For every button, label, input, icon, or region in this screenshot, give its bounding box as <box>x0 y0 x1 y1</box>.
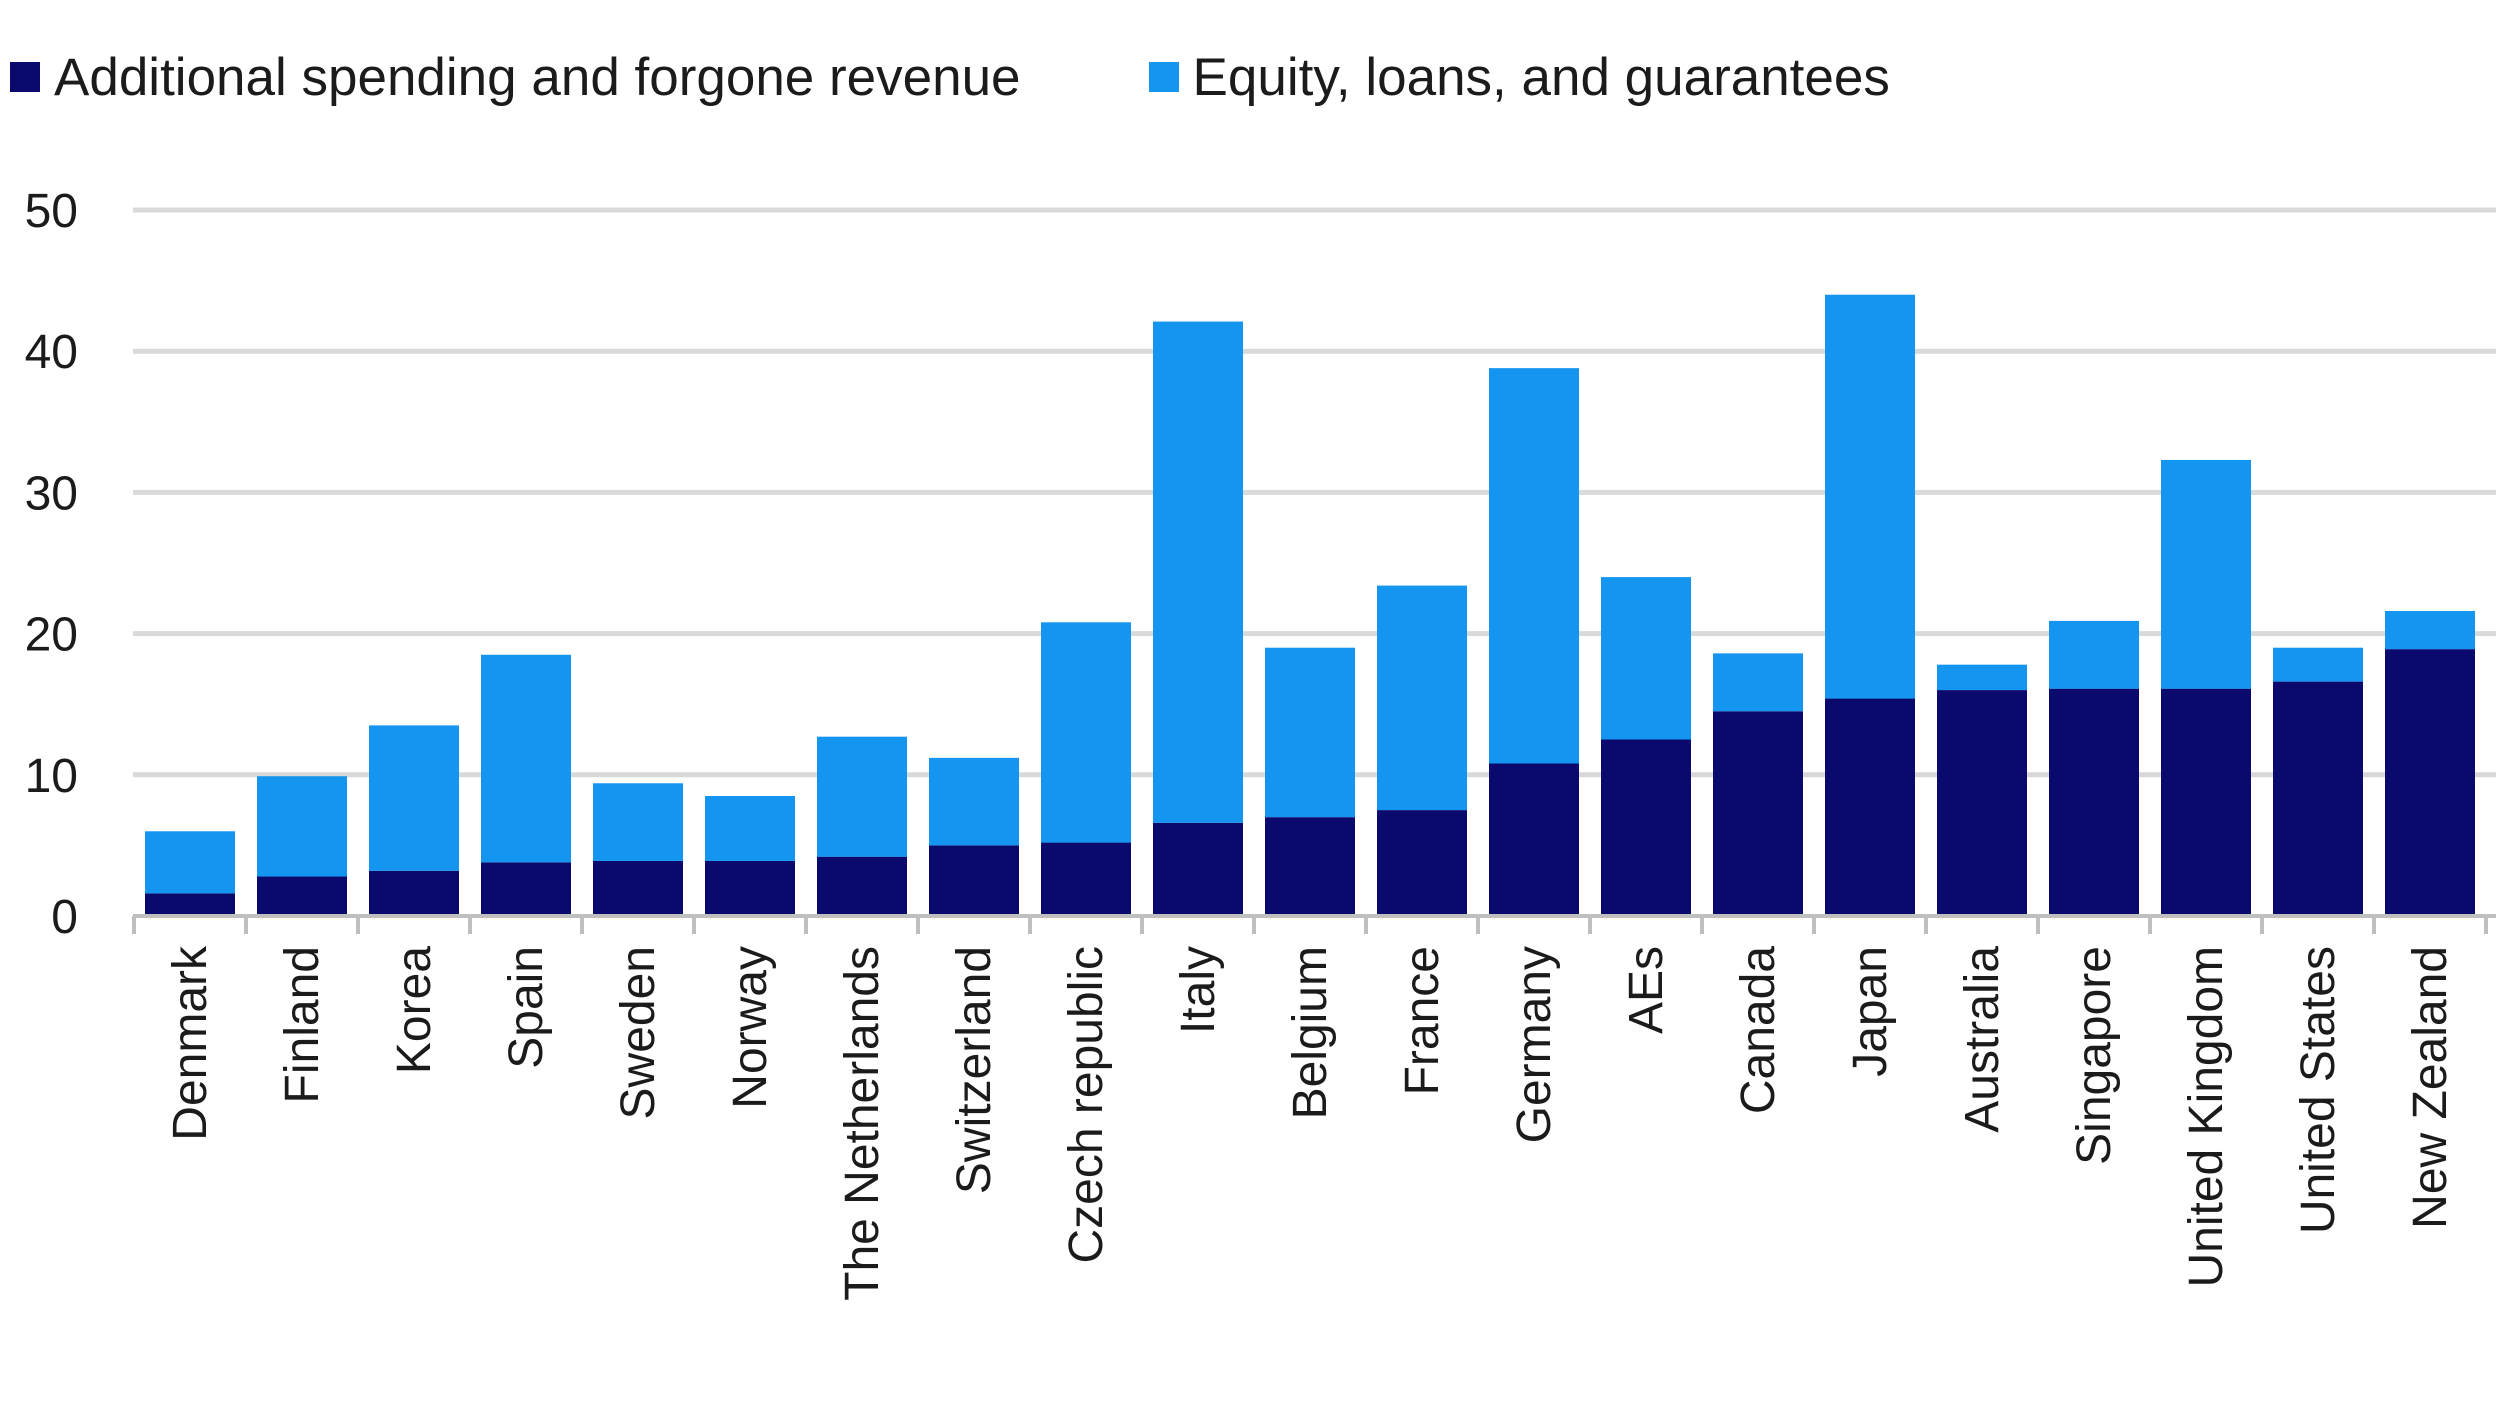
bar-spending-16 <box>1937 690 2027 916</box>
bar-equity-12 <box>1489 368 1579 764</box>
x-tick-label-13: AEs <box>1620 946 1673 1034</box>
bar-equity-16 <box>1937 664 2027 691</box>
bar-spending-3 <box>481 862 571 916</box>
legend-label-spending: Additional spending and forgone revenue <box>54 47 1021 107</box>
bar-spending-14 <box>1713 711 1803 916</box>
bar-equity-4 <box>593 783 683 861</box>
bar-spending-0 <box>145 893 235 916</box>
y-tick-label-0: 0 <box>51 891 78 944</box>
x-tick-label-9: Italy <box>1172 946 1225 1034</box>
bar-equity-13 <box>1601 577 1691 740</box>
bar-equity-0 <box>145 831 235 894</box>
x-axis-labels: Denmark Finland Korea Spain Sweden Norway The … <box>164 945 2457 1301</box>
bar-equity-6 <box>817 736 907 857</box>
legend-item-equity: Equity, loans, and guarantees <box>1148 47 1890 107</box>
bar-equity-8 <box>1041 622 1131 843</box>
bar-equity-14 <box>1713 653 1803 712</box>
x-tick-label-18: United Kingdom <box>2180 946 2233 1288</box>
bar-spending-10 <box>1265 817 1355 916</box>
bar-spending-6 <box>817 856 907 916</box>
bar-spending-2 <box>369 870 459 916</box>
bar-spending-1 <box>257 876 347 916</box>
bar-spending-8 <box>1041 842 1131 916</box>
bar-equity-2 <box>369 725 459 871</box>
bar-spending-13 <box>1601 739 1691 916</box>
bar-equity-20 <box>2385 611 2475 650</box>
y-tick-label-40: 40 <box>25 326 78 379</box>
bar-spending-20 <box>2385 649 2475 916</box>
bar-spending-17 <box>2049 688 2139 916</box>
x-tick-label-0: Denmark <box>164 945 217 1141</box>
x-tick-label-10: Belgium <box>1284 946 1337 1119</box>
x-tick-label-19: United States <box>2292 946 2345 1234</box>
bars <box>145 294 2475 916</box>
bar-equity-3 <box>481 654 571 863</box>
bar-spending-18 <box>2161 688 2251 916</box>
bar-equity-10 <box>1265 647 1355 818</box>
x-axis <box>132 914 2496 934</box>
x-tick-label-12: Germany <box>1508 946 1561 1143</box>
bar-equity-9 <box>1153 321 1243 823</box>
bar-spending-19 <box>2273 681 2363 916</box>
bar-spending-7 <box>929 845 1019 916</box>
legend-item-spending: Additional spending and forgone revenue <box>10 51 1021 104</box>
bar-spending-5 <box>705 860 795 916</box>
bar-equity-5 <box>705 795 795 861</box>
y-tick-label-50: 50 <box>25 185 78 238</box>
x-tick-label-15: Japan <box>1844 946 1897 1077</box>
x-tick-label-6: The Netherlands <box>836 946 889 1301</box>
legend-label-equity: Equity, loans, and guarantees <box>1192 47 1890 107</box>
bar-equity-19 <box>2273 647 2363 682</box>
x-tick-label-4: Sweden <box>612 946 665 1119</box>
bar-spending-12 <box>1489 763 1579 916</box>
y-tick-label-10: 10 <box>25 750 78 803</box>
x-tick-label-8: Czech republic <box>1060 946 1113 1263</box>
y-axis-ticks: 0 10 20 30 40 50 <box>25 185 78 944</box>
bar-equity-18 <box>2161 459 2251 689</box>
legend-swatch-spending <box>10 62 40 92</box>
x-tick-label-20: New Zealand <box>2404 946 2457 1229</box>
bar-equity-15 <box>1825 294 1915 699</box>
y-tick-label-20: 20 <box>25 609 78 662</box>
x-tick-label-14: Canada <box>1732 946 1785 1114</box>
chart-legend: Additional spending and forgone revenue … <box>10 42 2018 112</box>
bar-spending-4 <box>593 860 683 916</box>
bar-spending-15 <box>1825 698 1915 916</box>
bar-equity-17 <box>2049 620 2139 689</box>
x-tick-label-16: Australia <box>1956 946 2009 1133</box>
x-tick-label-2: Korea <box>388 946 441 1074</box>
bar-spending-9 <box>1153 822 1243 916</box>
x-tick-label-5: Norway <box>724 946 777 1109</box>
bar-equity-11 <box>1377 585 1467 811</box>
bar-equity-1 <box>257 776 347 877</box>
x-tick-label-17: Singapore <box>2068 946 2121 1165</box>
x-tick-label-7: Switzerland <box>948 946 1001 1194</box>
x-tick-label-3: Spain <box>500 946 553 1069</box>
bar-spending-11 <box>1377 810 1467 916</box>
x-tick-label-1: Finland <box>276 946 329 1103</box>
y-tick-label-30: 30 <box>25 467 78 520</box>
bar-equity-7 <box>929 757 1019 846</box>
x-tick-label-11: France <box>1396 946 1449 1095</box>
legend-swatch-equity <box>1148 62 1179 92</box>
